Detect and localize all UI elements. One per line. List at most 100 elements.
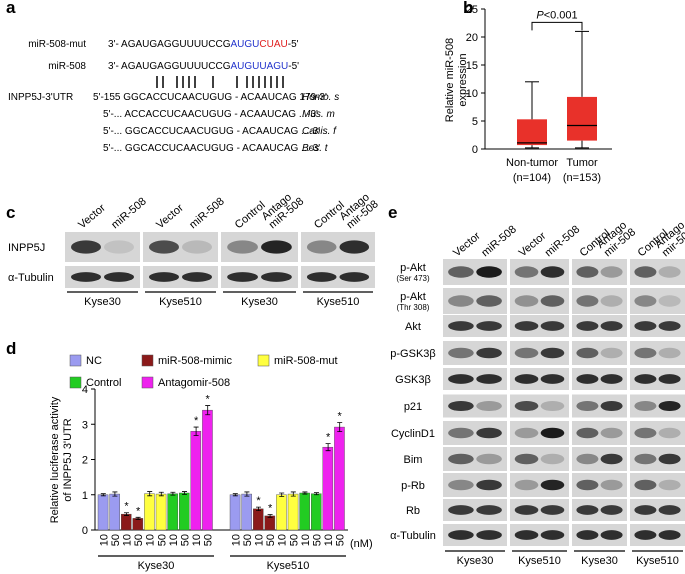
cell-line-label: Kyse30	[84, 296, 121, 308]
error-bar	[170, 491, 176, 496]
bar	[190, 431, 202, 531]
dose-label: 10	[230, 534, 242, 546]
blot-strip	[630, 524, 685, 546]
mirna-sequence: 3'- AGAUGAGGUUUUCCGAUGUUAGU-5'	[108, 61, 299, 72]
band	[634, 453, 657, 465]
band	[514, 453, 539, 465]
blot-strip	[630, 499, 685, 521]
bar	[334, 426, 345, 531]
error-bar	[124, 512, 129, 516]
bar	[322, 446, 334, 531]
band	[600, 321, 623, 331]
blot-strip	[443, 524, 507, 546]
band	[448, 505, 474, 515]
sequence-part: 3'- AGAUGAGGUUUUCCG	[108, 39, 231, 50]
band	[514, 295, 539, 307]
row-label: Bim	[404, 454, 423, 466]
species: Mus. m	[302, 109, 335, 120]
band	[540, 400, 565, 412]
band	[476, 453, 502, 465]
row-label: p-Akt	[400, 262, 426, 274]
panel-letter: d	[6, 339, 16, 358]
lane-label: miR-508	[109, 195, 149, 231]
sequence-part: AUGU	[230, 39, 259, 50]
band	[476, 479, 502, 491]
band	[540, 427, 565, 439]
blot-strip	[301, 266, 375, 288]
cell-line-label: Kyse510	[317, 296, 360, 308]
band	[600, 347, 623, 359]
blot-strip	[221, 266, 298, 288]
error-bar	[325, 443, 331, 452]
band	[634, 347, 657, 359]
band	[600, 374, 623, 384]
band	[658, 400, 681, 412]
band	[634, 427, 657, 439]
blot-strip	[443, 315, 507, 337]
band	[182, 240, 212, 254]
dose-label: 10	[323, 534, 335, 546]
band	[71, 272, 101, 282]
mirna-sequence: 3'- AGAUGAGGUUUUCCGAUGUCUAU-5'	[108, 39, 299, 50]
blot-strip	[143, 266, 218, 288]
bar	[299, 492, 310, 531]
lane-label: Vector	[517, 230, 549, 259]
error-bar	[112, 491, 118, 497]
bar	[178, 492, 190, 531]
band	[476, 321, 502, 331]
lane-label: Vector	[154, 202, 186, 231]
y-axis-label: expression	[457, 53, 469, 106]
dose-label: 50	[203, 534, 215, 546]
bar	[155, 493, 167, 531]
row-label: Rb	[406, 505, 420, 517]
band	[540, 530, 565, 540]
band	[576, 427, 599, 439]
blot-strip	[443, 368, 507, 390]
band	[227, 272, 258, 282]
band	[600, 479, 623, 491]
band	[261, 272, 292, 282]
y-axis-label: Relative luciferase activity	[49, 396, 61, 523]
error-bar	[147, 491, 153, 497]
band	[576, 479, 599, 491]
lane-label: miR-508	[187, 195, 227, 231]
bar	[264, 515, 276, 531]
band	[658, 295, 681, 307]
band	[182, 272, 212, 282]
error-bar	[244, 491, 250, 497]
y-tick-label: 5	[472, 116, 478, 128]
legend-swatch	[257, 354, 270, 367]
p-symbol: P	[536, 9, 544, 21]
band	[476, 530, 502, 540]
y-tick-label: 4	[82, 384, 88, 396]
band	[540, 295, 565, 307]
blot-strip	[510, 499, 569, 521]
row-sublabel: (Ser 473)	[396, 274, 430, 283]
cell-line-label: Kyse510	[159, 296, 202, 308]
band	[576, 374, 599, 384]
band	[306, 240, 337, 254]
bar	[132, 518, 144, 531]
blot-strip	[510, 315, 569, 337]
bar	[167, 493, 178, 531]
band	[600, 400, 623, 412]
blot-strip	[630, 288, 685, 314]
blot-strip	[65, 266, 140, 288]
dose-label: 50	[335, 534, 347, 546]
band	[448, 374, 474, 384]
panel-letter: e	[388, 203, 397, 222]
lane-label: Vector	[76, 202, 108, 231]
dose-label: 50	[133, 534, 145, 546]
row-sublabel: (Thr 308)	[397, 303, 430, 312]
legend-label: Antagomir-508	[158, 377, 230, 389]
row-label: p21	[404, 401, 422, 413]
band	[476, 266, 502, 278]
row-label: CyclinD1	[391, 428, 435, 440]
cell-line-label: Kyse30	[241, 296, 278, 308]
band	[576, 321, 599, 331]
cell-line-label: Kyse30	[457, 555, 494, 567]
band	[448, 479, 474, 491]
error-bar	[279, 492, 285, 497]
mirna-label: miR-508	[48, 61, 86, 72]
dose-label: 10	[277, 534, 289, 546]
